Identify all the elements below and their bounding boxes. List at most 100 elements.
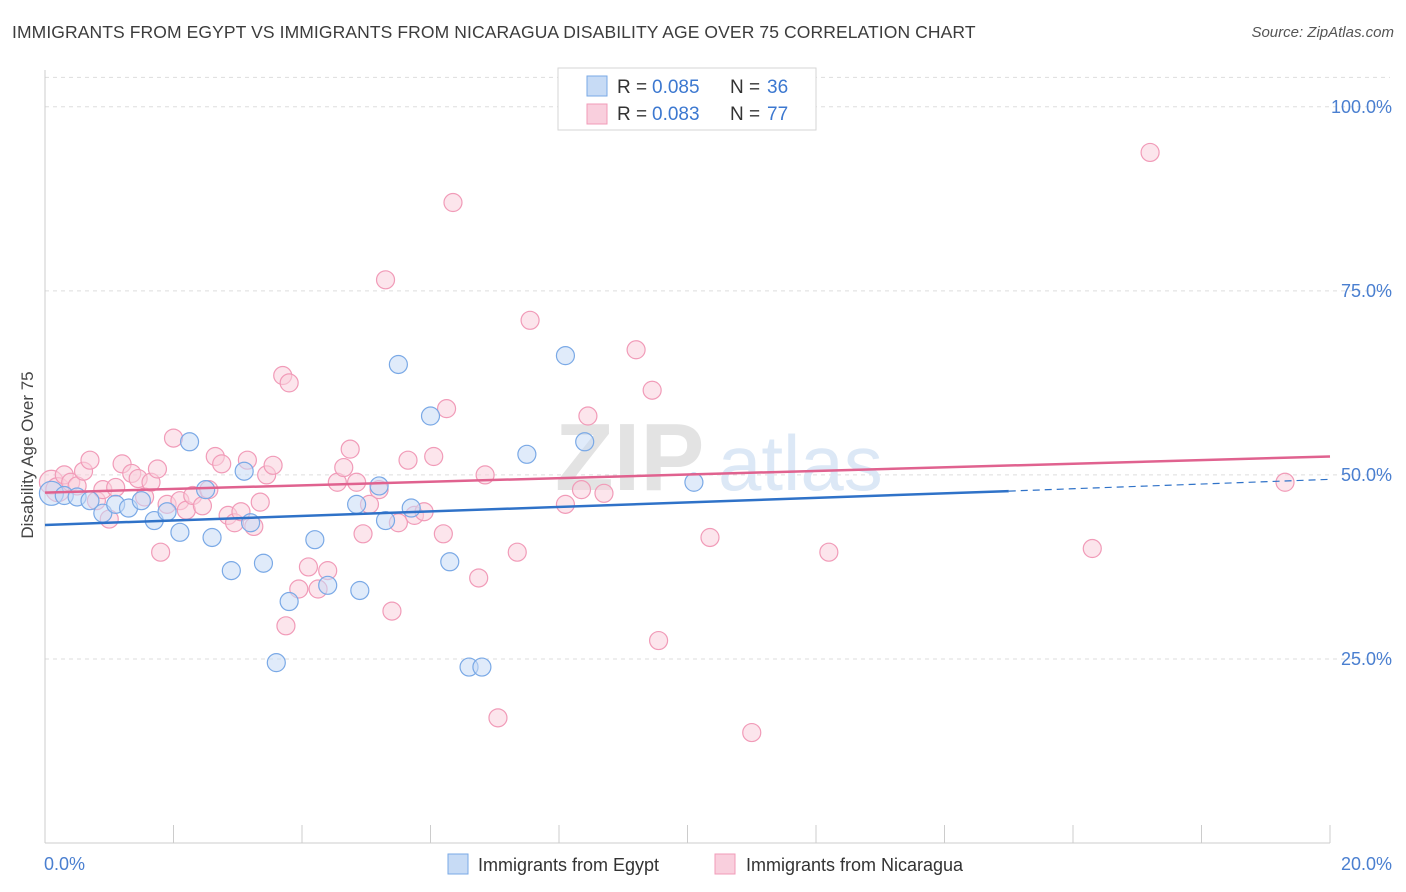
egypt-point-35 (684, 472, 704, 492)
egypt-point-25 (375, 510, 396, 531)
nicaragua-point-32 (250, 492, 270, 512)
egypt-point-27 (401, 498, 421, 518)
nicaragua-point-50 (382, 601, 402, 621)
egypt-point-23 (347, 494, 367, 514)
egypt-point-9 (157, 502, 177, 522)
legend-swatch-nicaragua (586, 103, 608, 125)
bottom-legend-swatch-egypt (447, 853, 469, 875)
egypt-point-32 (517, 444, 537, 464)
nicaragua-trend-line (44, 455, 1331, 494)
y-axis-label: Disability Age Over 75 (18, 371, 37, 538)
nicaragua-point-65 (571, 480, 592, 500)
y-tick-label-2: 75.0% (1341, 281, 1392, 301)
nicaragua-point-61 (488, 708, 508, 728)
legend-r-value-nicaragua: 0.083 (652, 104, 700, 125)
nicaragua-point-56 (436, 399, 457, 419)
nicaragua-point-70 (700, 527, 720, 548)
legend-n-value-egypt: 36 (767, 77, 788, 98)
chart-source: Source: ZipAtlas.com (1251, 24, 1394, 41)
bottom-legend-swatch-nicaragua (714, 853, 736, 875)
egypt-point-18 (266, 653, 286, 673)
legend-r-value-egypt: 0.085 (652, 77, 700, 98)
nicaragua-point-58 (443, 192, 463, 213)
nicaragua-point-57 (433, 524, 453, 544)
watermark: ZIP atlas (555, 404, 883, 511)
egypt-point-10 (170, 522, 190, 542)
nicaragua-point-67 (626, 340, 646, 360)
nicaragua-point-19 (163, 428, 184, 448)
egypt-point-22 (350, 580, 370, 601)
nicaragua-point-63 (520, 310, 540, 330)
nicaragua-point-73 (1082, 538, 1102, 559)
egypt-point-26 (388, 354, 408, 375)
nicaragua-point-23 (192, 496, 213, 516)
egypt-point-7 (131, 491, 151, 511)
nicaragua-point-59 (469, 568, 489, 588)
nicaragua-point-36 (279, 373, 299, 393)
nicaragua-point-10 (106, 477, 126, 498)
egypt-point-34 (575, 432, 595, 452)
grid-lines (45, 76, 1390, 660)
nicaragua-point-71 (742, 722, 762, 743)
nicaragua-point-68 (642, 380, 662, 400)
y-tick-labels: 25.0% 50.0% 75.0% 100.0% (1331, 97, 1392, 669)
egypt-trend-extension (1008, 478, 1331, 492)
nicaragua-point-55 (424, 446, 444, 467)
nicaragua-point-52 (398, 450, 418, 470)
nicaragua-point-37 (276, 616, 296, 636)
nicaragua-point-76 (594, 483, 614, 503)
nicaragua-point-17 (151, 542, 171, 562)
nicaragua-point-66 (578, 406, 598, 426)
y-tick-label-1: 50.0% (1341, 465, 1392, 485)
series-nicaragua-points (38, 142, 1295, 743)
nicaragua-point-46 (353, 524, 373, 544)
nicaragua-point-45 (347, 472, 367, 492)
legend-n-label-nicaragua: N = (730, 104, 760, 125)
chart-title: IMMIGRANTS FROM EGYPT VS IMMIGRANTS FROM… (12, 22, 976, 42)
nicaragua-point-49 (375, 270, 396, 290)
egypt-point-31 (472, 657, 492, 677)
axes (44, 70, 1331, 844)
bottom-legend-label-egypt: Immigrants from Egypt (478, 855, 659, 875)
egypt-point-13 (202, 527, 222, 548)
egypt-point-24 (369, 476, 389, 496)
y-tick-label-0: 25.0% (1341, 649, 1392, 669)
nicaragua-point-34 (263, 455, 283, 475)
watermark-atlas: atlas (718, 419, 883, 507)
bottom-legend: Immigrants from Egypt Immigrants from Ni… (447, 853, 964, 875)
legend-r-label-nicaragua: R = (617, 104, 647, 125)
legend-swatch-egypt (586, 75, 608, 97)
nicaragua-point-44 (340, 439, 360, 459)
egypt-point-20 (305, 530, 325, 550)
nicaragua-point-69 (648, 630, 669, 651)
nicaragua-point-62 (507, 542, 527, 562)
legend-n-label-egypt: N = (730, 77, 760, 98)
egypt-point-33 (555, 346, 576, 366)
nicaragua-point-74 (1140, 142, 1160, 163)
legend-r-label-egypt: R = (617, 77, 647, 98)
nicaragua-point-64 (555, 494, 576, 514)
x-tick-max: 20.0% (1341, 854, 1392, 874)
nicaragua-point-26 (212, 454, 232, 474)
bottom-legend-label-nicaragua: Immigrants from Nicaragua (746, 855, 964, 875)
x-tick-min: 0.0% (44, 854, 85, 874)
egypt-point-19 (279, 591, 299, 612)
y-tick-label-3: 100.0% (1331, 97, 1392, 117)
egypt-point-17 (253, 553, 274, 573)
nicaragua-point-16 (147, 459, 168, 479)
trend-lines (44, 455, 1331, 527)
nicaragua-point-43 (334, 457, 354, 478)
egypt-point-28 (420, 406, 441, 426)
nicaragua-point-72 (819, 542, 839, 562)
egypt-point-11 (179, 432, 200, 452)
nicaragua-point-39 (298, 557, 319, 577)
legend-n-value-nicaragua: 77 (767, 104, 788, 125)
nicaragua-point-75 (1275, 472, 1295, 492)
nicaragua-point-6 (80, 450, 100, 470)
egypt-point-12 (196, 480, 216, 500)
series-egypt-points (38, 346, 704, 677)
egypt-point-21 (318, 575, 338, 595)
legend: R = 0.085 N = 36 R = 0.083 N = 77 (557, 67, 817, 131)
egypt-point-29 (440, 552, 460, 572)
